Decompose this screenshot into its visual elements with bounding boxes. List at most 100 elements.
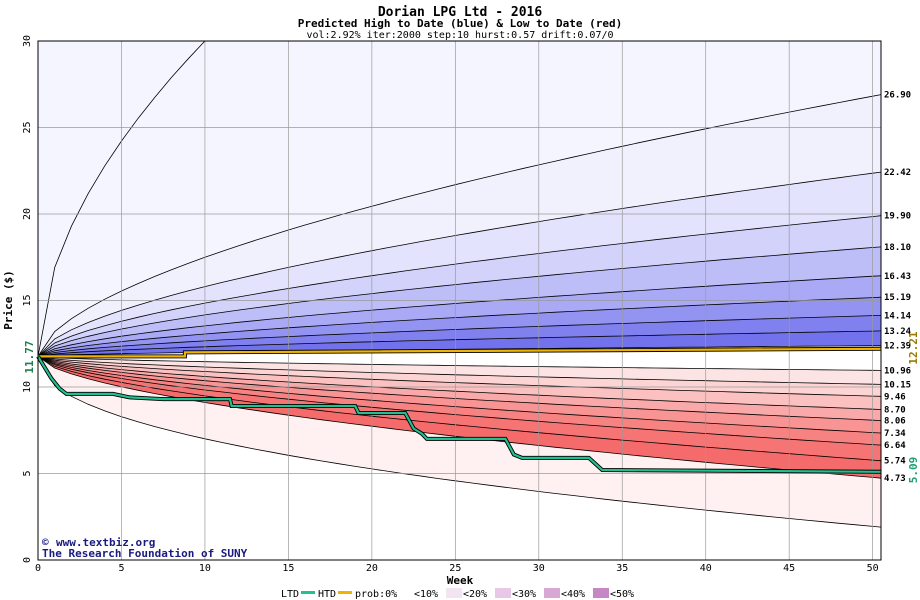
band-low-7 <box>38 356 881 479</box>
y-tick-label: 10 <box>22 381 33 393</box>
curve-end-label: 10.15 <box>884 380 911 390</box>
ltd-end-label: 5.09 <box>907 457 920 484</box>
curve-low-3 <box>37 356 882 410</box>
credit-org: The Research Foundation of SUNY <box>42 547 248 560</box>
curve-low-0 <box>37 356 882 371</box>
legend-swatch-10 <box>446 588 462 598</box>
x-tick-label: 35 <box>616 563 628 574</box>
curve-end-labels: 26.90 22.42 19.90 18.10 16.43 15.19 14.14 13.24… <box>884 91 912 485</box>
curve-end-label: 8.06 <box>884 417 906 427</box>
band-low-5 <box>38 356 881 446</box>
band-low-1 <box>38 356 881 397</box>
legend-item-40: <40% <box>561 589 585 600</box>
curve-high-2 <box>37 215 882 357</box>
band-high-2 <box>38 215 881 357</box>
curve-high-3 <box>37 246 882 357</box>
x-tick-label: 10 <box>199 563 211 574</box>
curve-end-label: 6.64 <box>884 441 906 451</box>
curve-end-label: 8.70 <box>884 405 906 415</box>
band-low-0 <box>38 356 881 385</box>
band-high-4 <box>38 275 881 357</box>
legend-item-10: <10% <box>414 589 438 600</box>
legend-htd-label: HTD <box>318 589 336 600</box>
curve-end-label: 4.73 <box>884 474 906 484</box>
curve-end-label: 12.39 <box>884 342 911 352</box>
curve-low-7 <box>37 356 882 462</box>
curve-low-outer <box>37 356 882 528</box>
x-tick-label: 5 <box>118 563 124 574</box>
band-low-outer <box>38 356 881 528</box>
y-tick-label: 30 <box>22 35 33 47</box>
ltd-htd-series <box>36 346 882 474</box>
plot-frame <box>37 40 882 561</box>
band-high-7 <box>38 330 881 357</box>
start-price-label: 11.77 <box>23 340 36 373</box>
band-high-5 <box>38 297 881 357</box>
curve-end-label: 18.10 <box>884 243 911 253</box>
legend-ltd-swatch <box>301 591 315 594</box>
y-tick-label: 25 <box>22 121 33 133</box>
curve-high-5 <box>37 296 882 357</box>
curve-high-4 <box>37 275 882 357</box>
band-low-3 <box>38 356 881 421</box>
curve-end-label: 9.46 <box>884 392 906 402</box>
x-tick-label: 25 <box>449 563 461 574</box>
chart-subtitle: Predicted High to Date (blue) & Low to D… <box>298 17 623 30</box>
curve-high-6 <box>37 315 882 357</box>
band-high-outer <box>38 41 881 357</box>
copyright-icon: © <box>42 536 49 549</box>
grid-lines <box>38 41 881 560</box>
legend-prob-label: prob:0% <box>355 589 397 600</box>
curve-end-label: 13.24 <box>884 327 912 337</box>
curve-low-2 <box>37 356 882 397</box>
x-axis-label: Week <box>447 574 474 587</box>
credit-block: © www.textbiz.org The Research Foundatio… <box>42 536 248 560</box>
x-tick-label: 20 <box>366 563 378 574</box>
ltd-line <box>37 355 882 473</box>
curve-high-1 <box>37 171 882 357</box>
band-high-1 <box>38 172 881 357</box>
axis-ticks: 0 5 10 15 20 25 30 35 40 45 50 0 5 10 15 20 25 30 <box>22 35 879 574</box>
curve-end-label: 5.74 <box>884 457 906 467</box>
curve-end-label: 22.42 <box>884 168 911 178</box>
curve-low-4 <box>37 356 882 421</box>
credit-url: www.textbiz.org <box>56 536 155 549</box>
x-tick-label: 15 <box>282 563 294 574</box>
curve-end-label: 15.19 <box>884 293 911 303</box>
x-tick-label: 30 <box>533 563 545 574</box>
curve-end-label: 16.43 <box>884 272 911 282</box>
x-tick-label: 40 <box>700 563 712 574</box>
legend-item-20: <20% <box>463 589 487 600</box>
curve-end-label: 19.90 <box>884 212 911 222</box>
curve-end-label: 7.34 <box>884 429 906 439</box>
curve-end-label: 14.14 <box>884 311 912 321</box>
curve-end-label: 10.96 <box>884 366 911 376</box>
band-low-4 <box>38 356 881 433</box>
y-tick-label: 20 <box>22 208 33 220</box>
chart-title: Dorian LPG Ltd - 2016 <box>378 5 543 20</box>
chart-params: vol:2.92% iter:2000 step:10 hurst:0.57 d… <box>306 30 613 41</box>
legend-htd-swatch <box>338 591 352 594</box>
htd-end-label: 12.21 <box>907 331 920 364</box>
legend-ltd-label: LTD <box>281 589 299 600</box>
legend-item-30: <30% <box>512 589 536 600</box>
legend-swatch-0 <box>399 588 413 598</box>
x-tick-label: 50 <box>867 563 879 574</box>
band-high-3 <box>38 246 881 357</box>
legend-item-50: <50% <box>610 589 634 600</box>
band-high-0 <box>38 94 881 357</box>
legend-swatch-30 <box>544 588 560 598</box>
curve-end-label: 26.90 <box>884 91 911 101</box>
band-high-6 <box>38 315 881 357</box>
y-axis-label: Price ($) <box>2 270 15 330</box>
curve-low-1 <box>37 356 882 385</box>
legend-swatch-20 <box>495 588 511 598</box>
band-low-6 <box>38 356 881 461</box>
x-tick-label: 45 <box>783 563 795 574</box>
legend-swatch-40 <box>593 588 609 598</box>
x-tick-label: 0 <box>35 563 41 574</box>
y-tick-label: 5 <box>22 470 33 476</box>
curve-low-5 <box>37 356 882 434</box>
curve-high-0 <box>37 94 882 357</box>
